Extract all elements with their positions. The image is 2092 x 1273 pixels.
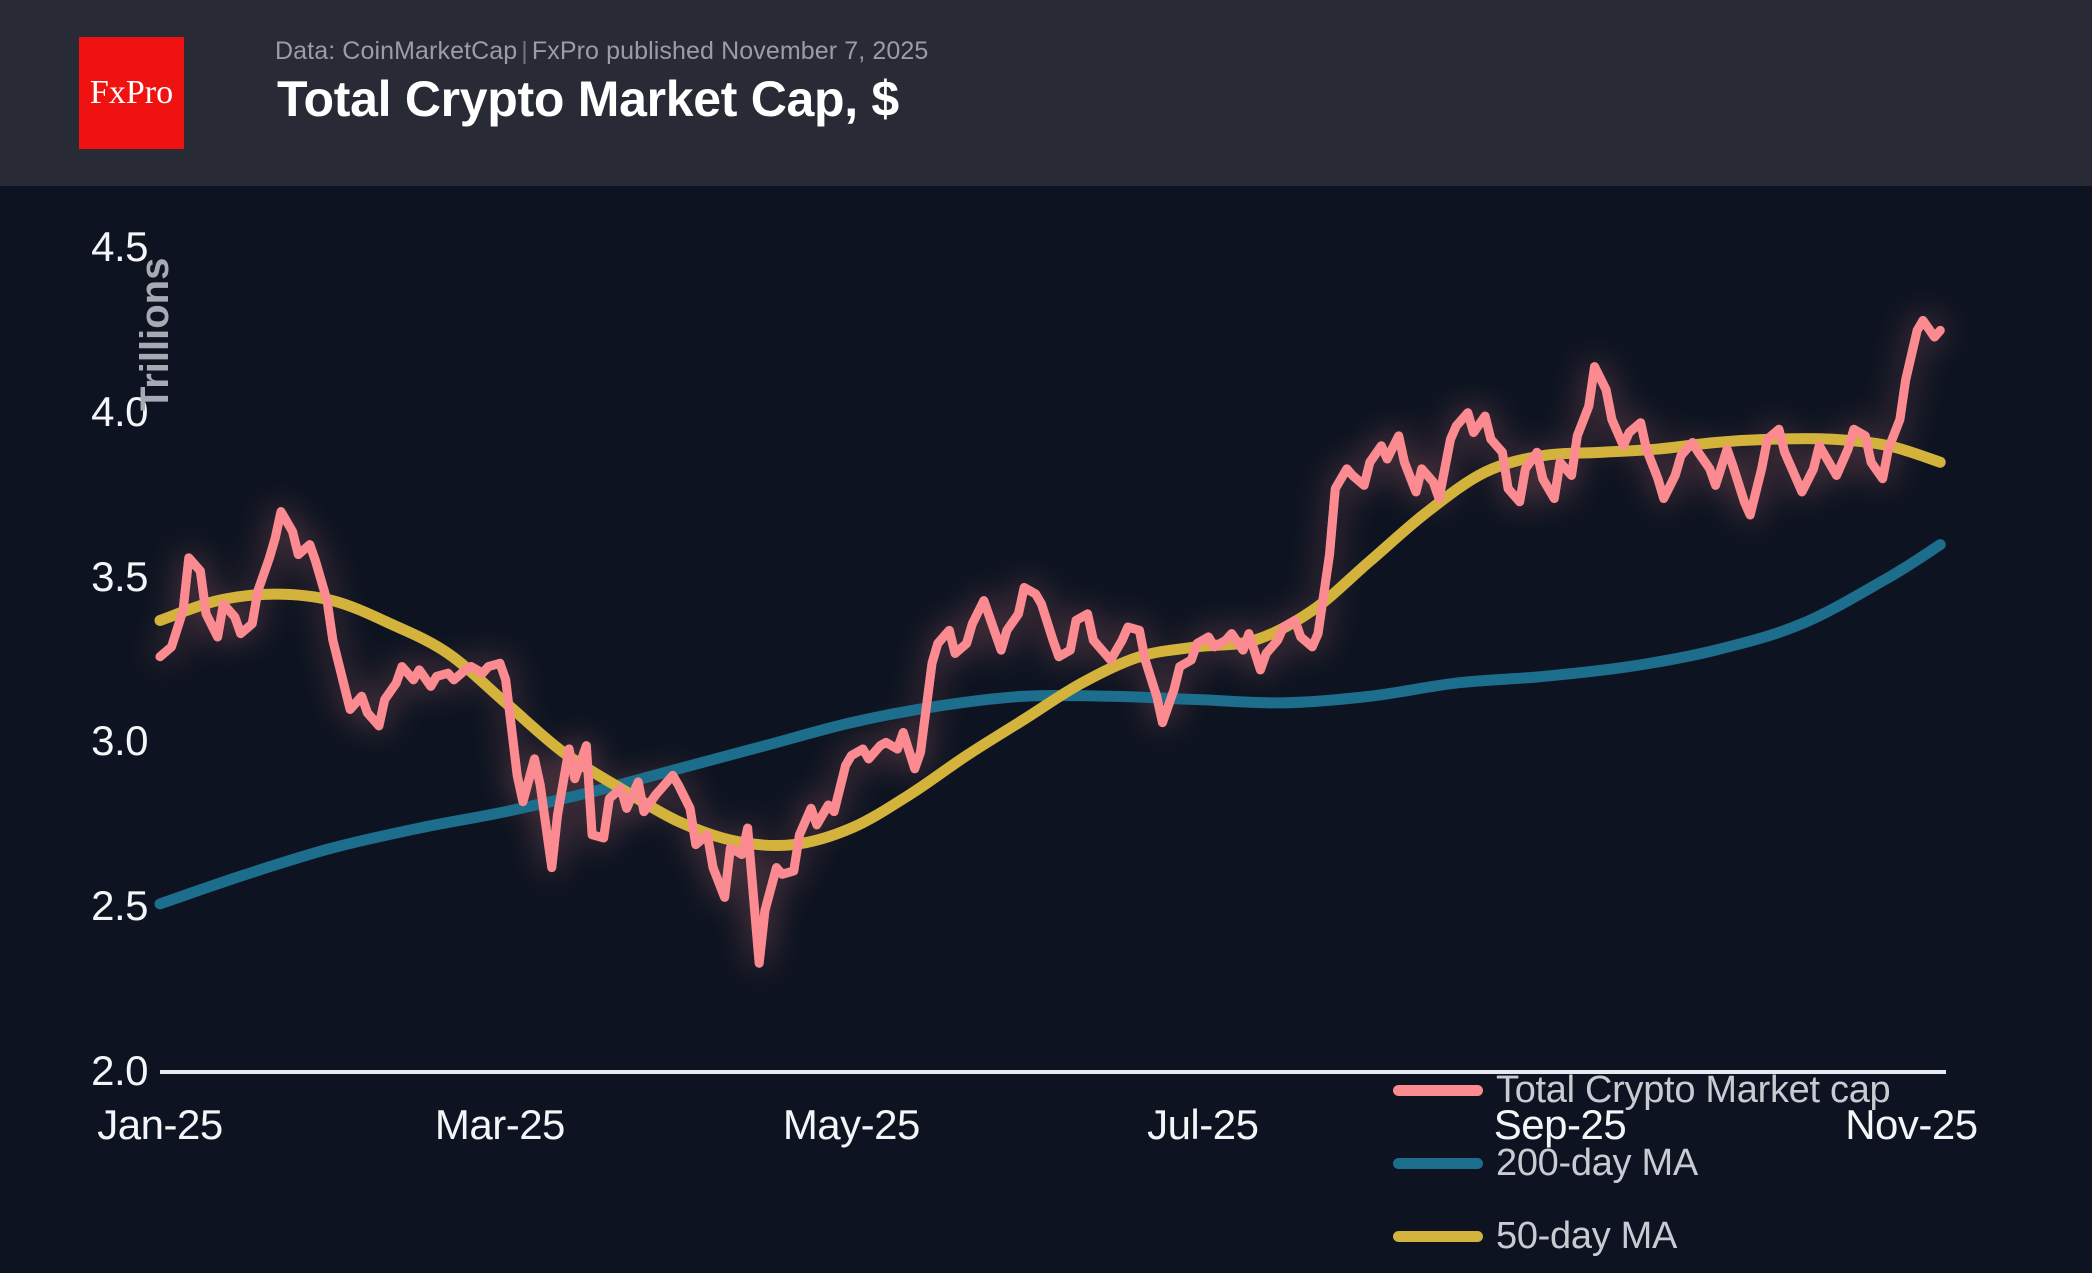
source-attribution: Data: CoinMarketCap | FxPro published Nove… <box>275 37 928 66</box>
legend-swatch-ma200 <box>1393 1158 1483 1169</box>
y-tick-label: 2.5 <box>91 882 148 930</box>
fxpro-logo: FxPro <box>79 37 184 149</box>
fxpro-logo-text: FxPro <box>89 74 174 111</box>
legend-label-total-market-cap: Total Crypto Market cap <box>1496 1069 1891 1111</box>
ma50-line <box>154 433 1946 852</box>
x-tick-label: May-25 <box>782 1101 921 1148</box>
ma200-line <box>154 539 1946 910</box>
legend-label-ma200: 200-day MA <box>1496 1142 1698 1184</box>
legend-label-ma50: 50-day MA <box>1496 1215 1678 1257</box>
y-tick-label: 2.0 <box>91 1047 148 1094</box>
page-title: Total Crypto Market Cap, $ <box>277 71 899 127</box>
x-tick-label: Jan-25 <box>97 1101 223 1148</box>
legend-item-total-market-cap[interactable]: Total Crypto Market cap <box>1393 1054 1891 1127</box>
y-axis-title: Trillions <box>133 257 177 412</box>
x-tick-label: Nov-25 <box>1845 1101 1978 1148</box>
x-tick-label: Mar-25 <box>434 1101 566 1148</box>
chart-plot-area: 4.5 4.0 3.5 3.0 2.5 2.0 Trillions Jan-25… <box>0 186 2092 1257</box>
y-tick-label: 3.5 <box>91 552 148 600</box>
x-tick-label: Jul-25 <box>1147 1101 1259 1148</box>
legend-swatch-ma50 <box>1393 1231 1483 1242</box>
total-market-cap-line <box>155 316 1945 968</box>
line-chart-canvas <box>154 316 1946 1074</box>
y-tick-label: 4.0 <box>91 387 148 435</box>
x-tick-label: Sep-25 <box>1493 1101 1627 1148</box>
legend-swatch-total-market-cap <box>1393 1085 1483 1096</box>
y-tick-label: 3.0 <box>91 717 148 765</box>
y-tick-label: 4.5 <box>91 223 148 270</box>
chart-legend: Total Crypto Market cap 200-day MA 50-da… <box>1393 1054 1891 1273</box>
published-label: FxPro published November 7, 2025 <box>531 37 929 65</box>
attribution-separator: | <box>521 37 528 65</box>
header-bar: FxPro Data: CoinMarketCap | FxPro publishe… <box>0 0 2092 186</box>
data-source-label: Data: CoinMarketCap <box>275 37 518 65</box>
legend-item-ma200[interactable]: 200-day MA <box>1393 1127 1890 1200</box>
legend-item-ma50[interactable]: 50-day MA <box>1393 1200 1890 1273</box>
